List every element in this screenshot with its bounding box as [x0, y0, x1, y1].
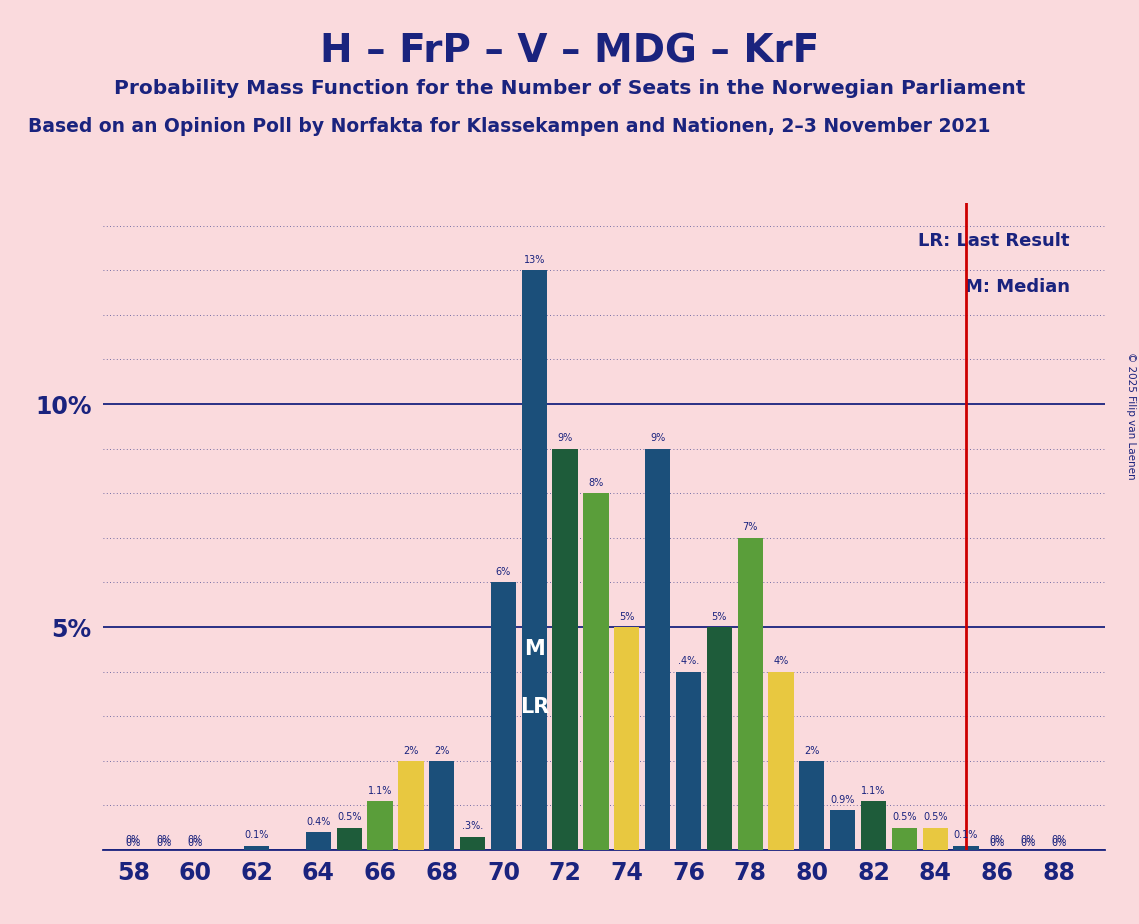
- Text: 0.5%: 0.5%: [337, 812, 361, 822]
- Text: 4%: 4%: [773, 656, 788, 666]
- Bar: [861, 801, 886, 850]
- Bar: [522, 270, 547, 850]
- Text: 0%: 0%: [188, 834, 203, 845]
- Text: 0.4%: 0.4%: [306, 817, 330, 827]
- Text: Probability Mass Function for the Number of Seats in the Norwegian Parliament: Probability Mass Function for the Number…: [114, 79, 1025, 98]
- Bar: [337, 828, 362, 850]
- Text: 0%: 0%: [1051, 838, 1066, 848]
- Bar: [552, 449, 577, 850]
- Text: 2%: 2%: [403, 746, 419, 756]
- Text: 0%: 0%: [1021, 834, 1035, 845]
- Bar: [399, 760, 424, 850]
- Text: H – FrP – V – MDG – KrF: H – FrP – V – MDG – KrF: [320, 32, 819, 70]
- Text: 0%: 0%: [990, 838, 1005, 848]
- Text: 2%: 2%: [434, 746, 450, 756]
- Text: Based on an Opinion Poll by Norfakta for Klassekampen and Nationen, 2–3 November: Based on an Opinion Poll by Norfakta for…: [28, 117, 991, 137]
- Text: 6%: 6%: [495, 567, 511, 578]
- Bar: [892, 828, 917, 850]
- Text: .3%.: .3%.: [462, 821, 483, 832]
- Text: 0.5%: 0.5%: [892, 812, 917, 822]
- Text: M: M: [524, 639, 544, 660]
- Text: 0.1%: 0.1%: [245, 831, 269, 840]
- Text: 0%: 0%: [156, 838, 172, 848]
- Bar: [769, 672, 794, 850]
- Text: 0%: 0%: [1021, 838, 1035, 848]
- Text: 5%: 5%: [712, 612, 727, 622]
- Text: 9%: 9%: [650, 433, 665, 444]
- Text: 0%: 0%: [188, 838, 203, 848]
- Bar: [706, 627, 732, 850]
- Text: 8%: 8%: [589, 478, 604, 488]
- Bar: [830, 810, 855, 850]
- Bar: [460, 837, 485, 850]
- Bar: [368, 801, 393, 850]
- Text: LR: Last Result: LR: Last Result: [918, 233, 1070, 250]
- Text: © 2025 Filip van Laenen: © 2025 Filip van Laenen: [1126, 352, 1136, 480]
- Text: LR: LR: [521, 698, 550, 717]
- Bar: [583, 493, 608, 850]
- Text: 0%: 0%: [125, 834, 141, 845]
- Text: 13%: 13%: [524, 255, 544, 265]
- Bar: [429, 760, 454, 850]
- Text: 0.9%: 0.9%: [830, 795, 855, 805]
- Text: 9%: 9%: [557, 433, 573, 444]
- Bar: [675, 672, 702, 850]
- Text: 0.5%: 0.5%: [923, 812, 948, 822]
- Text: 0%: 0%: [156, 834, 172, 845]
- Text: .4%.: .4%.: [678, 656, 699, 666]
- Text: M: Median: M: Median: [965, 277, 1070, 296]
- Text: 1.1%: 1.1%: [861, 785, 886, 796]
- Text: 1.1%: 1.1%: [368, 785, 392, 796]
- Text: 0%: 0%: [1051, 834, 1066, 845]
- Bar: [953, 845, 978, 850]
- Bar: [800, 760, 825, 850]
- Bar: [738, 538, 763, 850]
- Bar: [491, 582, 516, 850]
- Bar: [645, 449, 670, 850]
- Text: 5%: 5%: [620, 612, 634, 622]
- Text: 0.1%: 0.1%: [953, 831, 978, 840]
- Bar: [305, 833, 331, 850]
- Bar: [614, 627, 639, 850]
- Bar: [244, 845, 269, 850]
- Text: 0%: 0%: [990, 834, 1005, 845]
- Text: 0%: 0%: [125, 838, 141, 848]
- Text: 2%: 2%: [804, 746, 820, 756]
- Bar: [923, 828, 948, 850]
- Text: 7%: 7%: [743, 522, 757, 532]
